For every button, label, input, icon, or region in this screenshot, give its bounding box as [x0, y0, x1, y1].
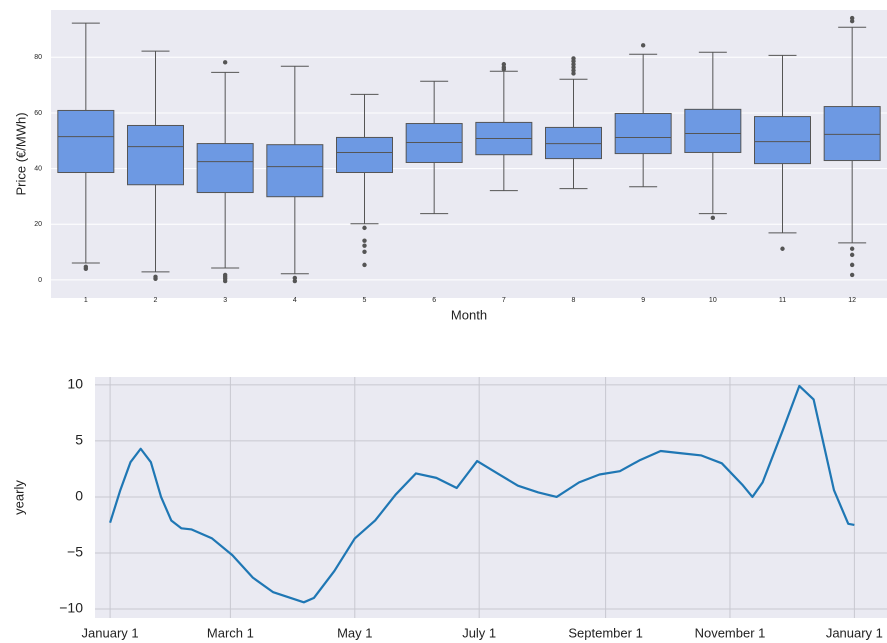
outlier	[849, 15, 855, 21]
outlier	[222, 60, 228, 65]
y-tick-label: 40	[34, 165, 42, 172]
box	[196, 143, 254, 194]
x-tick-label: 7	[502, 297, 506, 304]
y-tick-label: 20	[34, 221, 42, 228]
outlier	[571, 68, 576, 73]
y-axis-label: yearly	[11, 480, 26, 515]
plot-background	[51, 10, 887, 298]
x-tick-label: 1	[84, 297, 88, 304]
y-tick-label: 0	[38, 277, 42, 284]
outlier	[362, 238, 367, 243]
outlier	[849, 18, 855, 24]
outlier	[362, 225, 367, 231]
x-tick-label: 4	[293, 297, 297, 304]
box	[823, 106, 881, 162]
outlier	[571, 71, 576, 76]
x-tick-label: November 1	[695, 625, 766, 640]
y-tick-label: −5	[67, 544, 83, 560]
y-tick-label: −10	[59, 600, 83, 616]
box	[57, 109, 115, 174]
outlier	[292, 278, 298, 284]
box	[754, 116, 811, 165]
outlier	[571, 65, 576, 70]
outlier	[710, 215, 716, 221]
y-tick-label: 5	[75, 432, 83, 448]
outlier	[849, 252, 855, 258]
outlier	[362, 249, 367, 255]
y-tick-label: 10	[67, 376, 83, 392]
outlier	[362, 262, 367, 268]
outlier	[501, 67, 507, 72]
series-line	[109, 384, 855, 604]
outlier	[571, 62, 576, 67]
box	[684, 108, 742, 153]
y-tick-label: 80	[34, 54, 42, 61]
outlier	[222, 278, 228, 284]
outlier	[640, 43, 646, 48]
outlier	[849, 246, 855, 251]
x-tick-label: 5	[363, 297, 367, 304]
x-tick-label: January 1	[82, 625, 139, 640]
x-tick-label: July 1	[462, 625, 496, 640]
outlier	[780, 246, 785, 251]
x-tick-label: March 1	[207, 625, 254, 640]
y-tick-label: 60	[34, 110, 42, 117]
x-tick-label: 9	[641, 297, 645, 304]
x-tick-label: January 1	[826, 625, 883, 640]
x-tick-label: 12	[848, 297, 856, 304]
outlier	[83, 266, 89, 271]
outlier	[571, 59, 576, 64]
box	[127, 124, 184, 186]
x-tick-label: 2	[154, 297, 158, 304]
outlier	[153, 276, 158, 281]
box	[266, 144, 324, 198]
box	[336, 136, 393, 174]
outlier	[849, 272, 855, 278]
x-tick-label: 8	[572, 297, 576, 304]
box	[405, 123, 463, 163]
outlier	[501, 62, 507, 67]
outlier	[362, 243, 367, 248]
box	[614, 113, 672, 155]
x-tick-label: 11	[779, 297, 786, 304]
x-tick-label: 6	[432, 297, 436, 304]
x-tick-label: 3	[223, 297, 227, 304]
plot-background	[95, 377, 887, 618]
y-axis-label: Price (€/MWh)	[13, 112, 28, 195]
box	[545, 126, 602, 160]
x-axis-label: Month	[451, 307, 487, 322]
outlier	[849, 262, 855, 268]
x-tick-label: May 1	[337, 625, 372, 640]
x-tick-label: 10	[709, 297, 717, 304]
x-tick-label: September 1	[568, 625, 642, 640]
y-tick-label: 0	[75, 488, 83, 504]
outlier	[292, 275, 298, 281]
